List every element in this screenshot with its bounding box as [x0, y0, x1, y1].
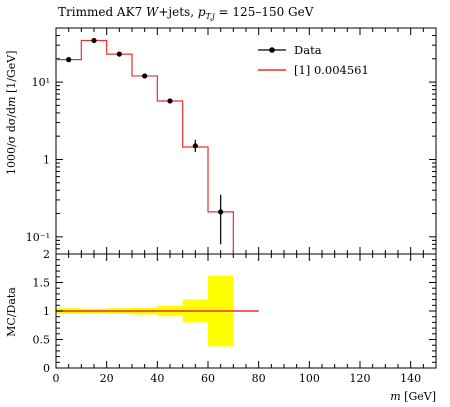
chart-title: Trimmed AK7 W+jets, pT,j = 125–150 GeV [58, 5, 314, 21]
legend-data-label: Data [294, 43, 322, 57]
xlabel-unit: [GeV] [401, 390, 436, 403]
ratio-y-tick-label: 0 [43, 362, 50, 375]
ratio-y-tick-label: 0.5 [33, 334, 51, 347]
ratio-y-tick-label: 1 [43, 305, 50, 318]
x-tick-label: 20 [100, 372, 114, 385]
main-y-axis-label: 1000/σ dσ/dm [1/GeV] [5, 51, 18, 175]
x-tick-label: 0 [53, 372, 60, 385]
x-tick-label: 120 [350, 372, 371, 385]
main-x-ticks [55, 28, 437, 254]
data-point [167, 98, 173, 104]
ylabel-m: m [5, 97, 18, 107]
x-axis-label: m [GeV] [390, 390, 436, 403]
title-suffix: = 125–150 GeV [215, 5, 314, 19]
ratio-y-ticks: 0 0.5 1 1.5 2 [33, 248, 436, 375]
main-plot-frame [55, 27, 437, 255]
x-tick-label: 140 [400, 372, 421, 385]
data-point [218, 209, 224, 215]
data-points [66, 37, 224, 245]
ratio-panel: 0 0.5 1 1.5 2 0 20 40 60 80 100 120 140 MC/Data m [… [5, 248, 437, 403]
mc-histogram-line [56, 39, 234, 254]
x-tick-label: 80 [252, 372, 266, 385]
title-pt-sub: T,j [206, 12, 216, 21]
ylabel-unit: [1/GeV] [5, 51, 18, 97]
data-point [192, 143, 198, 149]
main-panel: 10⁻¹ 1 10¹ 1000/σ dσ/dm [1/GeV] Data [1] 0… [5, 27, 437, 255]
legend: Data [1] 0.004561 [258, 43, 369, 77]
ratio-y-tick-label: 1.5 [33, 277, 51, 290]
main-y-tick-label: 10⁻¹ [26, 231, 50, 244]
x-tick-label: 40 [150, 372, 164, 385]
main-y-tick-label: 1 [43, 153, 50, 166]
title-mid: +jets, [158, 5, 198, 19]
ratio-y-tick-label: 2 [43, 248, 50, 261]
ylabel-main: 1000/σ dσ/d [5, 107, 18, 175]
data-point [116, 51, 122, 57]
main-y-ticks: 10⁻¹ 1 10¹ [26, 27, 436, 255]
ratio-y-axis-label: MC/Data [5, 287, 18, 337]
xlabel-m: m [390, 390, 400, 403]
legend-mc-label: [1] 0.004561 [294, 63, 369, 77]
title-w: W [146, 5, 160, 19]
legend-data-marker [269, 47, 275, 53]
x-tick-label: 100 [299, 372, 320, 385]
title-pt: p [198, 5, 206, 19]
x-tick-label: 60 [201, 372, 215, 385]
main-y-tick-label: 10¹ [32, 76, 50, 89]
data-point [91, 37, 97, 44]
title-prefix: Trimmed AK7 [58, 5, 146, 19]
ratio-x-ticks: 0 20 40 60 80 100 120 140 [53, 254, 437, 385]
data-point [66, 57, 72, 63]
data-point [142, 73, 148, 79]
